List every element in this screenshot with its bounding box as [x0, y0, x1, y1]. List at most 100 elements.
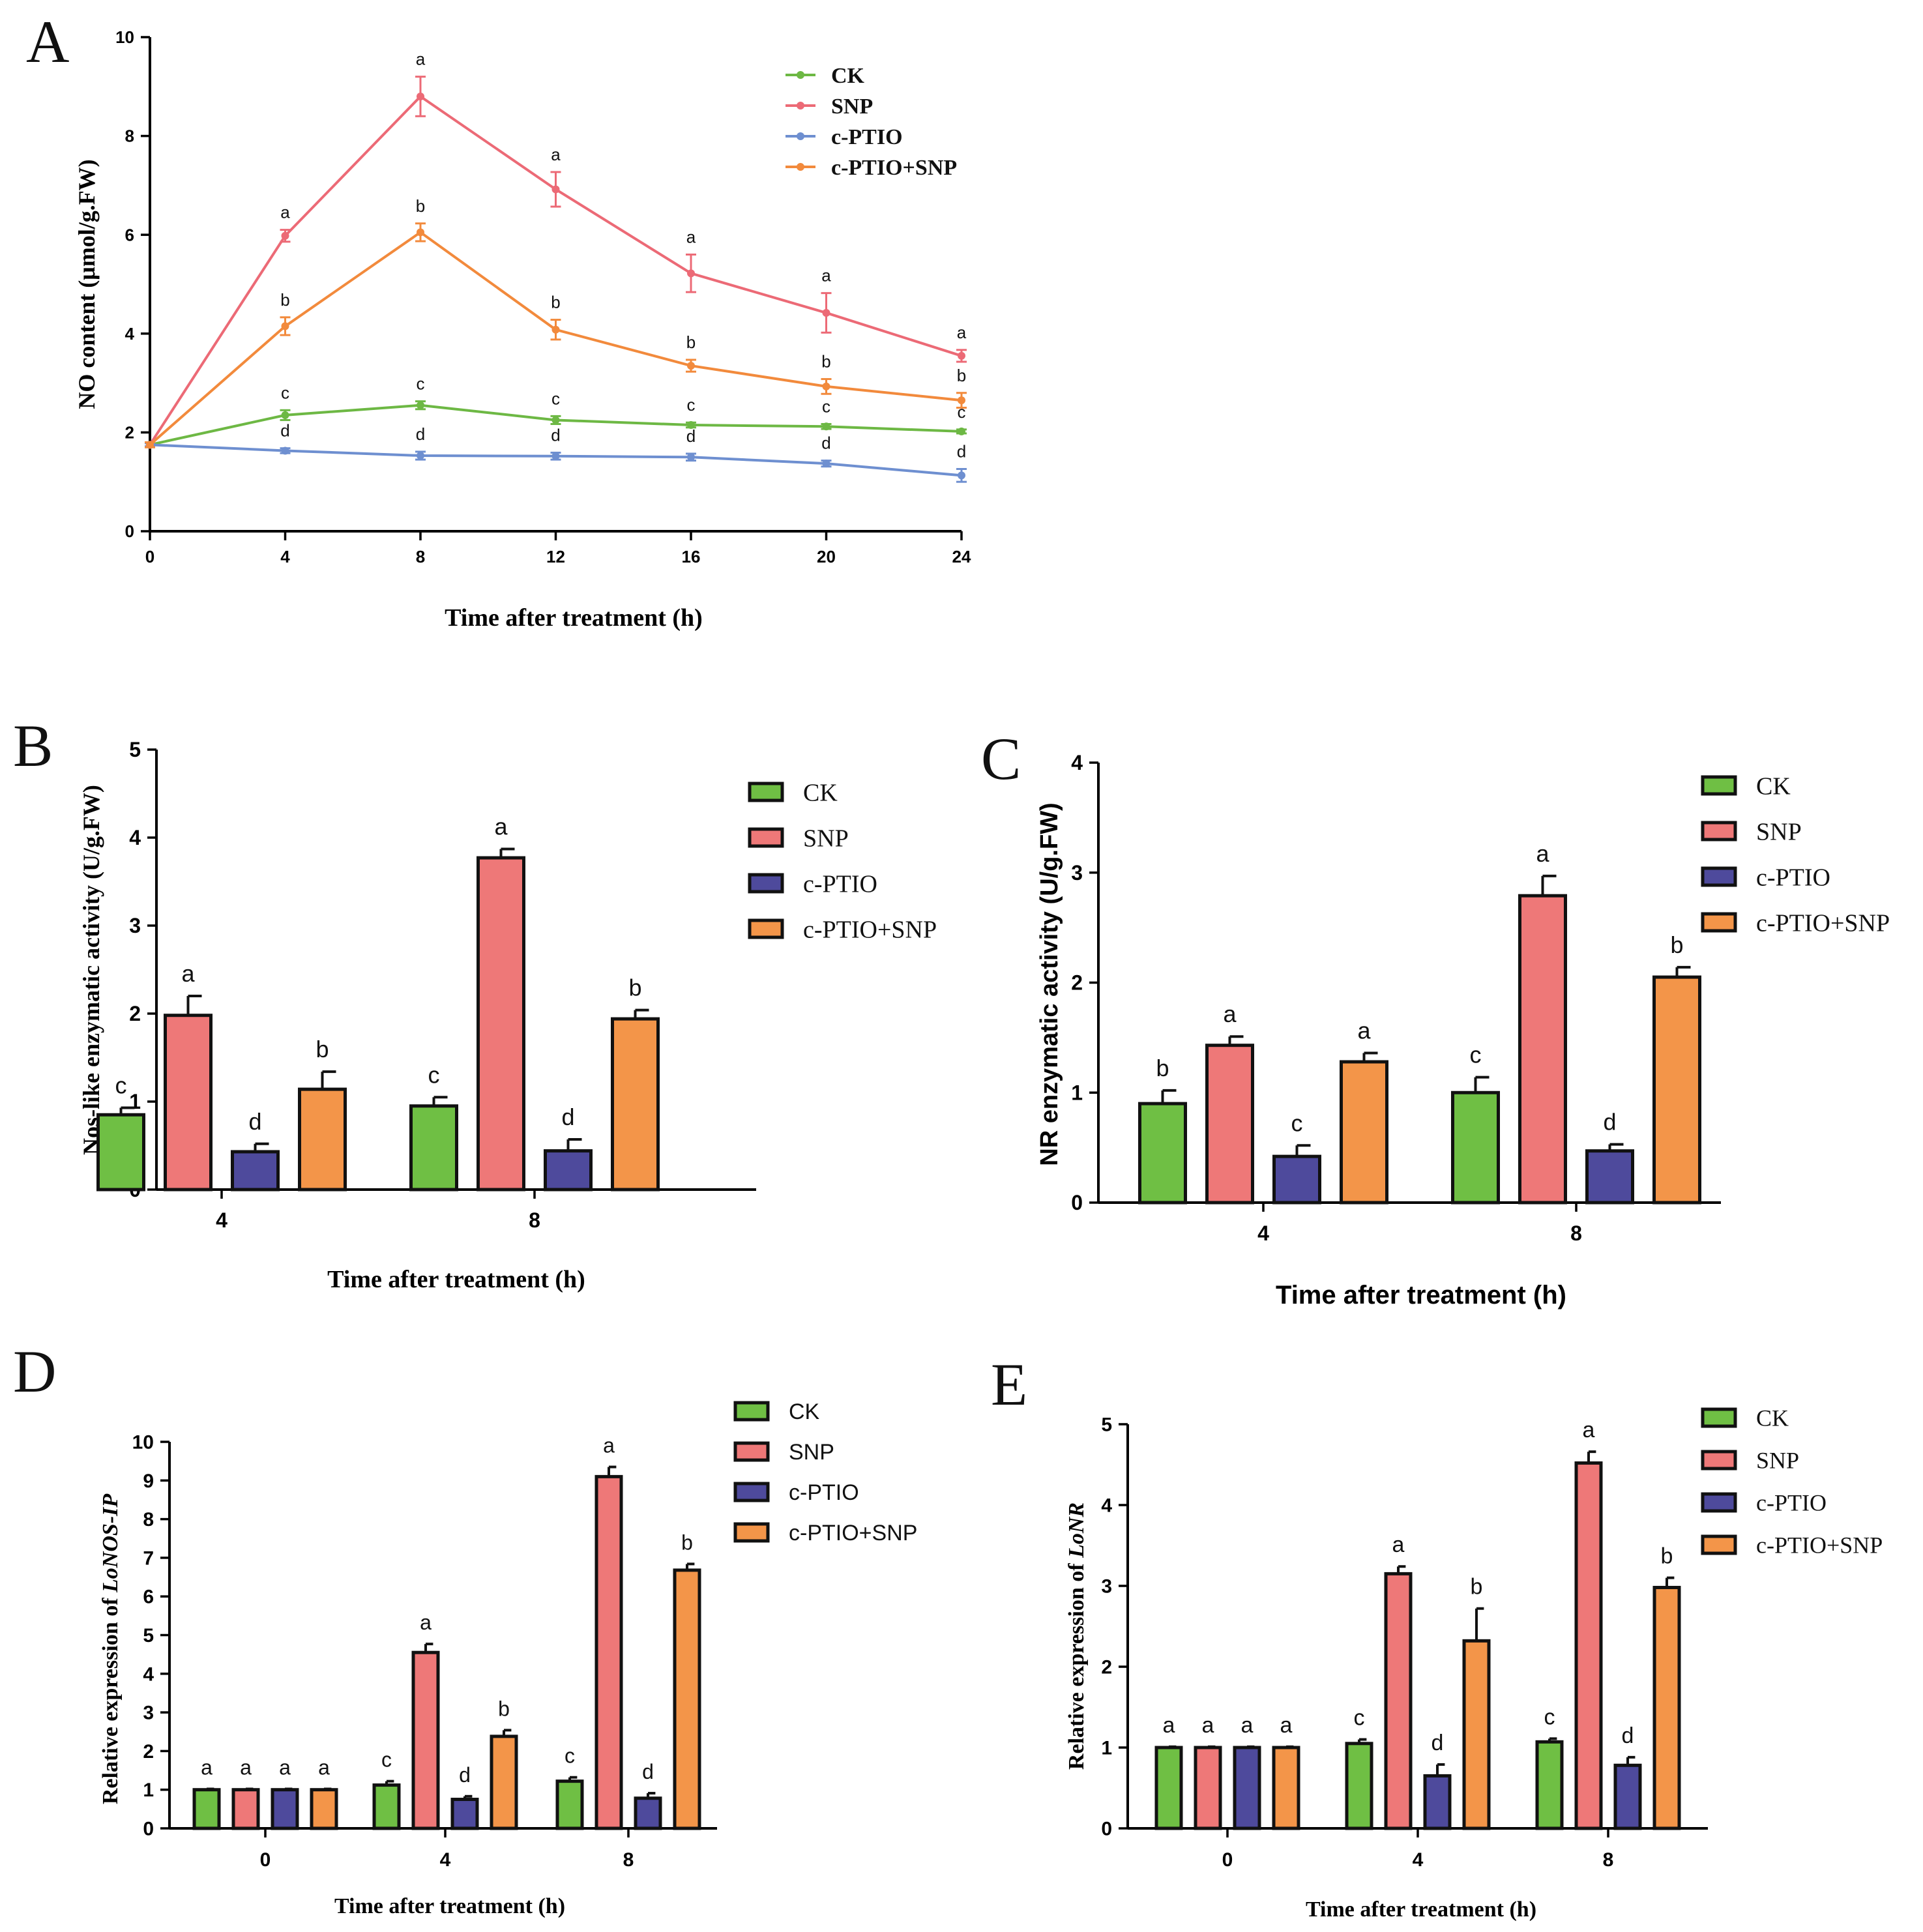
y-tick-label-D-1: 1: [143, 1779, 154, 1801]
bar-D-c-PTIO-4: [450, 1798, 479, 1830]
legend-marker-c-PTIO+SNP: [797, 163, 804, 171]
sig-letter-SNP-20: a: [821, 266, 831, 285]
legend-swatch-c-PTIO: [1701, 866, 1737, 887]
sig-letter-D-CK-4: c: [381, 1748, 392, 1772]
bar-D-c-PTIO+SNP-8: [673, 1568, 701, 1830]
legend-label-CK: CK: [1756, 772, 1791, 800]
sig-letter-CK-8: c: [417, 374, 425, 394]
data-point-c-PTIO-20: [822, 460, 830, 468]
legend-label-c-PTIO+SNP: c-PTIO+SNP: [803, 916, 937, 943]
sig-letter-c-PTIO-8: d: [416, 424, 425, 444]
bar-C-c-PTIO-4: [1272, 1154, 1321, 1205]
data-point-c-PTIO-12: [551, 452, 560, 460]
y-tick-label-C-3: 3: [1071, 861, 1083, 885]
y-tick-label-A-2: 2: [125, 423, 134, 443]
y-axis-title-prefix-E: Relative expression of: [1064, 1558, 1089, 1770]
sig-letter-B-c-PTIO-4: d: [248, 1108, 261, 1135]
legend-label-c-PTIO+SNP: c-PTIO+SNP: [831, 156, 957, 180]
y-axis-title-gene-E: LoNR: [1064, 1502, 1089, 1559]
legend-marker-CK: [797, 71, 804, 79]
legend-swatch-SNP: [1701, 821, 1737, 842]
x-tick-label-A-12: 12: [546, 547, 565, 566]
legend-swatch-c-PTIO+SNP: [748, 918, 784, 939]
x-axis-title-A: Time after treatment (h): [445, 604, 703, 632]
bar-D-SNP-8: [595, 1474, 623, 1830]
sig-letter-c-PTIO-24: d: [957, 441, 966, 461]
series-A-CK: c cc c c c: [145, 374, 967, 449]
y-tick-label-D-2: 2: [143, 1741, 154, 1763]
bar-E-c-PTIO+SNP-4: [1462, 1639, 1491, 1830]
sig-letter-E-SNP-0: a: [1202, 1713, 1214, 1738]
chart-panel-D: D 0 1 2 3 4 5 6 7 8 9 10 Relative expression of LoNO…: [13, 1338, 917, 1918]
y-tick-label-A-0: 0: [125, 521, 134, 541]
y-tick-label-C-0: 0: [1071, 1191, 1083, 1214]
legend-label-c-PTIO+SNP: c-PTIO+SNP: [1756, 1532, 1883, 1559]
bar-B-c-PTIO-8: [544, 1149, 593, 1192]
legend-swatch-c-PTIO: [1701, 1492, 1737, 1513]
sig-letter-c-PTIO-20: d: [821, 433, 830, 453]
sig-letter-C-CK-8: c: [1470, 1042, 1482, 1068]
y-axis-title-A: NO content (μmol/g.FW): [74, 159, 100, 409]
y-axis-title-gene-D: LoNOS-IP: [98, 1494, 123, 1593]
sig-letter-E-SNP-8: a: [1583, 1418, 1595, 1442]
data-point-c-PTIO+SNP-24: [958, 396, 965, 405]
legend-swatch-CK: [1701, 1407, 1737, 1428]
legend-label-c-PTIO: c-PTIO: [1756, 1490, 1827, 1516]
sig-letter-D-c-PTIO+SNP-8: b: [681, 1530, 693, 1554]
y-tick-label-D-7: 7: [143, 1547, 154, 1569]
panel-letter-C: C: [981, 725, 1021, 792]
bar-C-c-PTIO+SNP-8: [1652, 975, 1701, 1205]
chart-panel-E: E 0 1 2 3 4 5 Relative expression of LoNR Time a…: [991, 1351, 1883, 1922]
sig-letter-CK-20: c: [822, 397, 830, 417]
bar-C-c-PTIO-8: [1585, 1149, 1634, 1205]
sig-letter-C-CK-4: b: [1156, 1055, 1169, 1081]
y-tick-label-B-1: 1: [129, 1090, 141, 1113]
legend-swatch-CK: [1701, 775, 1737, 796]
sig-letter-SNP-8: a: [416, 50, 426, 69]
sig-letter-E-c-PTIO-0: a: [1241, 1713, 1254, 1738]
bar-E-c-PTIO-8: [1613, 1763, 1642, 1830]
x-axis-title-C: Time after treatment (h): [1276, 1281, 1566, 1310]
y-tick-label-B-4: 4: [129, 826, 141, 849]
sig-letter-c-PTIO+SNP-16: b: [686, 332, 696, 352]
sig-letter-c-PTIO+SNP-8: b: [416, 196, 425, 216]
y-tick-label-E-2: 2: [1101, 1657, 1112, 1678]
y-axis-title-prefix-D: Relative expression of: [98, 1592, 123, 1804]
y-tick-label-D-9: 9: [143, 1471, 154, 1492]
sig-letter-C-SNP-4: a: [1223, 1001, 1237, 1027]
bar-C-c-PTIO+SNP-4: [1340, 1060, 1388, 1205]
sig-letter-E-c-PTIO+SNP-4: b: [1471, 1575, 1483, 1600]
bar-E-CK-8: [1535, 1740, 1564, 1830]
y-tick-label-E-5: 5: [1101, 1414, 1112, 1436]
sig-letter-SNP-4: a: [280, 203, 290, 222]
x-axis-title-D: Time after treatment (h): [334, 1894, 565, 1918]
sig-letter-c-PTIO+SNP-24: b: [957, 366, 966, 385]
data-point-SNP-20: [822, 308, 830, 317]
sig-letter-SNP-16: a: [686, 227, 696, 247]
sig-letter-D-c-PTIO+SNP-0: a: [318, 1756, 330, 1779]
x-tick-label-A-20: 20: [817, 547, 836, 566]
sig-letter-B-SNP-4: a: [181, 960, 195, 987]
sig-letter-E-c-PTIO-4: d: [1431, 1731, 1444, 1755]
sig-letter-D-c-PTIO+SNP-4: b: [498, 1697, 510, 1720]
sig-letter-D-SNP-8: a: [603, 1434, 615, 1457]
sig-letter-D-SNP-4: a: [420, 1611, 432, 1634]
y-tick-label-D-4: 4: [143, 1663, 154, 1685]
legend-swatch-CK: [748, 782, 784, 802]
legend-label-CK: CK: [1756, 1405, 1789, 1431]
x-tick-label-B-8: 8: [529, 1208, 540, 1232]
bar-D-c-PTIO+SNP-4: [490, 1734, 518, 1830]
x-tick-label-E-0: 0: [1222, 1849, 1233, 1871]
x-tick-label-E-8: 8: [1603, 1849, 1614, 1871]
legend-E: CK SNP c-PTIO c-PTIO+SNP: [1701, 1405, 1883, 1559]
y-tick-label-C-1: 1: [1071, 1081, 1083, 1104]
bar-E-c-PTIO+SNP-8: [1652, 1585, 1681, 1830]
sig-letter-B-c-PTIO+SNP-8: b: [628, 974, 641, 1001]
data-point-c-PTIO-24: [958, 471, 965, 480]
legend-marker-SNP: [797, 102, 804, 110]
legend-swatch-SNP: [1701, 1450, 1737, 1471]
data-point-CK-4: [281, 411, 289, 419]
x-axis-title-B: Time after treatment (h): [327, 1266, 585, 1293]
x-tick-label-E-4: 4: [1413, 1849, 1424, 1871]
